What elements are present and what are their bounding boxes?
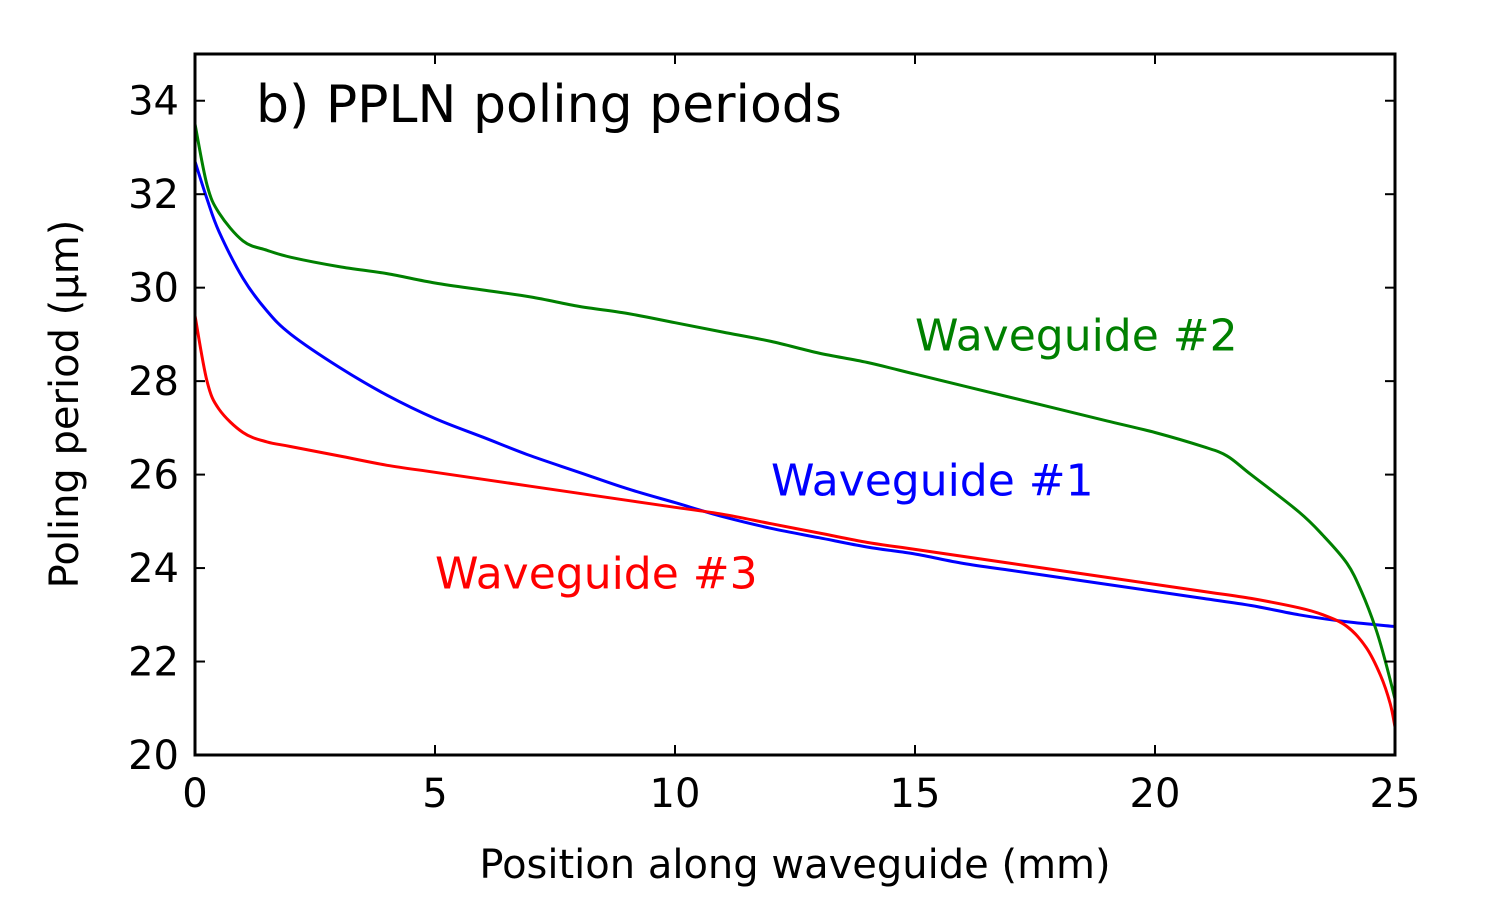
annotation-waveguide-2: Waveguide #2 — [915, 310, 1238, 361]
annotation-layer: Waveguide #2 Waveguide #1 Waveguide #3 — [435, 310, 1238, 599]
y-tick-label-3: 26 — [128, 453, 179, 499]
series-line-waveguide-2 — [195, 123, 1395, 700]
x-tick-label-2: 10 — [650, 771, 701, 817]
labels-layer: 0 5 10 15 20 25 20 22 24 26 28 30 32 34 — [128, 79, 1420, 817]
y-tick-label-4: 28 — [128, 359, 179, 405]
x-axis-label: Position along waveguide (mm) — [479, 842, 1110, 888]
y-tick-label-0: 20 — [128, 733, 179, 779]
annotation-waveguide-3: Waveguide #3 — [435, 549, 758, 600]
series-line-waveguide-3 — [195, 315, 1395, 728]
x-tick-label-3: 15 — [890, 771, 941, 817]
x-tick-label-1: 5 — [422, 771, 447, 817]
plot-frame — [193, 52, 1397, 757]
series-line-waveguide-1 — [195, 161, 1395, 628]
y-axis-label: Poling period (μm) — [42, 220, 88, 589]
chart-title: b) PPLN poling periods — [256, 75, 842, 135]
y-tick-label-2: 24 — [128, 546, 179, 592]
y-tick-label-5: 30 — [128, 266, 179, 312]
y-tick-label-6: 32 — [128, 172, 179, 218]
annotation-waveguide-1: Waveguide #1 — [771, 455, 1094, 506]
y-tick-label-7: 34 — [128, 79, 179, 125]
x-tick-label-4: 20 — [1130, 771, 1181, 817]
y-tick-label-1: 22 — [128, 640, 179, 686]
series-layer — [195, 123, 1395, 728]
x-tick-label-5: 25 — [1370, 771, 1421, 817]
x-tick-label-0: 0 — [182, 771, 207, 817]
